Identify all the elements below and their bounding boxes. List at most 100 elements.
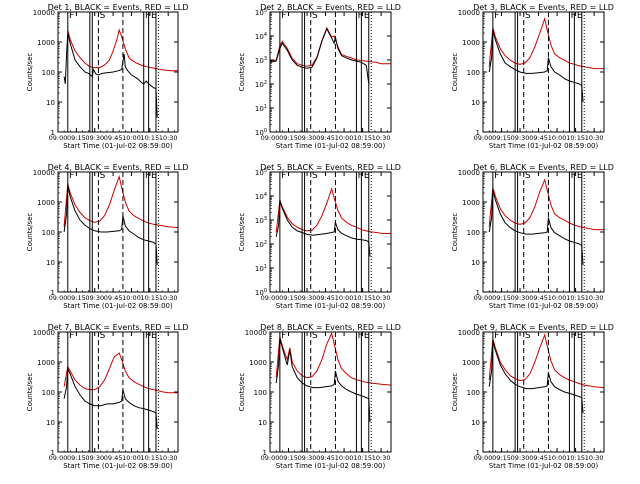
y-axis-label: Counts/sec [26,213,34,252]
marker-label: S [525,171,531,181]
y-tick-label: 105 [255,168,267,177]
x-tick-label: 09:00 [261,294,280,302]
y-tick-label: 10 [258,419,267,427]
x-tick-label: 10:00 [122,294,141,302]
events-series-line [275,201,371,257]
x-tick-label: 09:15 [279,454,298,462]
y-tick-label: 100 [42,389,55,397]
events-series-line [488,29,584,103]
y-tick-label: 10000 [458,9,480,17]
marker-label: F [145,331,150,341]
marker-label: F [571,171,576,181]
x-tick-label: 09:30 [85,454,104,462]
lld-series-line [270,26,391,67]
x-tick-label: 10:15 [566,294,585,302]
y-tick-label: 1 [476,129,480,137]
x-tick-label: 09:30 [298,454,317,462]
panel-title: Det 6, BLACK = Events, RED = LLD [473,163,614,172]
panel-title: Det 9, BLACK = Events, RED = LLD [473,323,614,332]
lld-series-line [275,187,391,235]
y-axis-label: Counts/sec [238,373,246,412]
marker-label: F [69,11,74,21]
lld-series-line [67,28,178,72]
marker-label: S [312,331,318,341]
x-tick-label: 10:15 [566,134,585,142]
panel-title: Det 1, BLACK = Events, RED = LLD [48,3,189,12]
y-tick-label: 1 [263,449,267,457]
marker-label: F [494,11,499,21]
marker-label: F [494,331,499,341]
x-tick-label: 09:00 [474,134,493,142]
events-series-line [275,338,371,423]
y-tick-label: 100 [467,389,480,397]
marker-label: S [525,11,531,21]
y-tick-label: 105 [255,8,267,17]
y-tick-label: 10000 [33,9,55,17]
plot-frame [269,171,392,293]
x-tick-label: 09:15 [492,294,511,302]
marker-label: F [494,171,499,181]
plot-frame [57,11,179,133]
y-tick-label: 1000 [462,199,480,207]
y-tick-label: 103 [255,56,267,65]
x-tick-label: 09:45 [316,454,335,462]
x-tick-label: 09:00 [49,294,68,302]
x-tick-label: 09:15 [279,294,298,302]
marker-label: E [364,331,370,341]
y-tick-label: 102 [255,80,267,89]
panel-title: Det 8, BLACK = Events, RED = LLD [260,323,401,332]
x-tick-label: 10:30 [159,454,178,462]
lld-series-line [275,332,391,386]
x-tick-label: 09:00 [49,454,68,462]
marker-label: E [364,171,370,181]
y-tick-label: 1 [51,289,55,297]
marker-label: E [151,11,157,21]
y-tick-label: 104 [255,32,267,41]
x-axis-label: Start Time (01-Jul-02 08:59:00) [489,462,599,470]
y-tick-label: 10000 [33,329,55,337]
x-tick-label: 09:45 [104,294,123,302]
y-tick-label: 100 [42,69,55,77]
y-tick-label: 1 [51,129,55,137]
marker-label: S [312,11,318,21]
y-tick-label: 100 [467,229,480,237]
x-tick-label: 09:15 [492,134,511,142]
y-tick-label: 100 [254,389,267,397]
y-tick-label: 1000 [249,359,267,367]
marker-label: E [151,331,157,341]
marker-label: F [69,331,74,341]
plot-frame [57,331,179,453]
y-tick-label: 1 [476,449,480,457]
y-tick-label: 1 [51,449,55,457]
x-tick-label: 10:00 [335,134,354,142]
y-tick-label: 1000 [462,359,480,367]
plot-frame [482,171,605,293]
x-tick-label: 10:00 [548,454,567,462]
lld-series-line [488,333,604,389]
x-tick-label: 09:15 [67,134,86,142]
y-tick-label: 1000 [462,39,480,47]
x-axis-label: Start Time (01-Jul-02 08:59:00) [276,462,386,470]
x-tick-label: 09:30 [511,134,530,142]
marker-label: F [571,331,576,341]
x-tick-label: 09:45 [529,294,548,302]
x-tick-label: 10:00 [122,454,141,462]
marker-label: F [281,331,286,341]
y-tick-label: 102 [255,240,267,249]
plot-frame [269,331,392,453]
x-tick-label: 10:30 [372,134,391,142]
y-tick-label: 1 [476,289,480,297]
y-tick-label: 10000 [458,169,480,177]
x-tick-label: 09:15 [67,454,86,462]
y-axis-label: Counts/sec [238,53,246,92]
y-tick-label: 10000 [33,169,55,177]
x-tick-label: 10:30 [585,134,604,142]
events-series-line [488,189,584,265]
plot-frame [57,171,179,293]
